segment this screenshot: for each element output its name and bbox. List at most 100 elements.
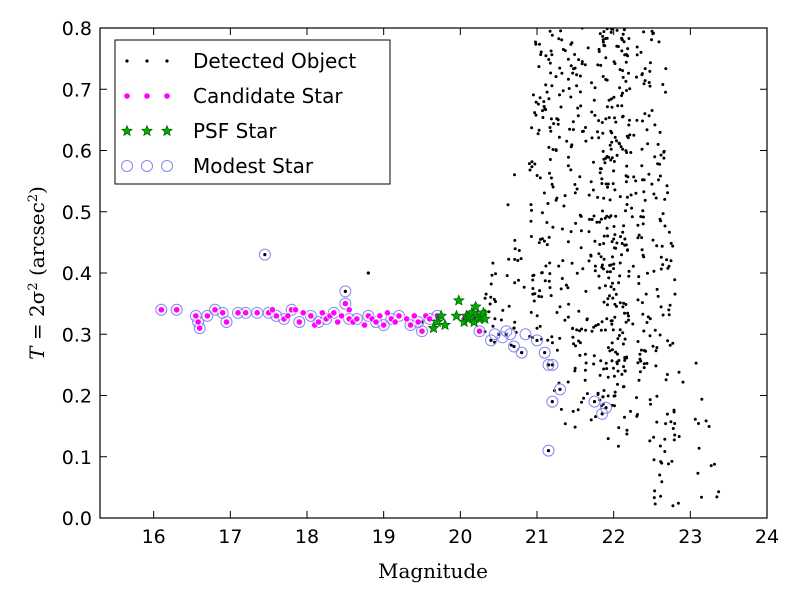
detected-point [545, 243, 549, 247]
detected-point [493, 317, 497, 321]
detected-point [648, 334, 652, 338]
modest-star-point [500, 325, 513, 338]
modest-star-point [339, 297, 352, 310]
detected-point [532, 273, 536, 277]
detected-point [610, 322, 614, 326]
detected-point [636, 361, 640, 365]
detected-point [622, 224, 626, 228]
detected-point [656, 294, 660, 298]
detected-point [609, 319, 613, 323]
detected-point [608, 294, 611, 298]
detected-point [589, 418, 593, 422]
detected-point [599, 217, 603, 221]
detected-point [548, 158, 552, 161]
y-axis-label: T = 2σ2 (arcsec2) [25, 186, 49, 360]
detected-point [535, 338, 539, 342]
detected-point [658, 130, 662, 134]
detected-point [648, 84, 652, 88]
detected-point [642, 190, 646, 194]
detected-point [610, 341, 614, 345]
detected-point [601, 131, 605, 135]
detected-point [661, 263, 665, 267]
detected-point [537, 65, 541, 69]
psf-star-point [427, 321, 440, 334]
detected-point [612, 246, 616, 250]
detected-point [606, 303, 609, 307]
detected-point [653, 123, 657, 127]
detected-point [619, 145, 623, 149]
detected-point [669, 420, 673, 424]
detected-point [607, 98, 611, 102]
detected-point [626, 54, 630, 58]
detected-point [647, 172, 651, 176]
modest-star-point [293, 316, 306, 328]
detected-point [589, 253, 593, 257]
detected-point [549, 49, 553, 53]
detected-point [563, 49, 567, 53]
detected-point [658, 473, 662, 477]
detected-point [662, 150, 666, 154]
detected-point [613, 116, 616, 120]
detected-point [550, 33, 554, 37]
detected-point [623, 311, 626, 315]
detected-point [512, 344, 516, 349]
detected-point [665, 184, 669, 188]
detected-point [531, 278, 535, 282]
detected-point [575, 73, 579, 77]
detected-point [612, 262, 616, 266]
detected-point [664, 422, 668, 426]
modest-star-point [546, 395, 559, 408]
detected-point [598, 167, 602, 171]
detected-point [575, 271, 579, 275]
psf-star-point [450, 309, 463, 321]
detected-point [610, 140, 614, 144]
candidate-star-point [219, 309, 227, 317]
detected-point [620, 242, 624, 245]
detected-point [612, 225, 616, 228]
detected-point [661, 313, 665, 317]
detected-point [598, 286, 601, 290]
detected-point [609, 285, 613, 289]
modest-star-point [519, 328, 532, 341]
detected-point [491, 261, 495, 265]
detected-point [366, 271, 370, 275]
detected-point [605, 155, 609, 158]
detected-point [659, 267, 663, 271]
detected-point [639, 359, 643, 363]
detected-point [608, 263, 612, 267]
detected-point [606, 375, 610, 379]
detected-point [531, 93, 535, 97]
detected-point [616, 369, 620, 373]
detected-point [610, 105, 614, 109]
detected-point [667, 308, 671, 312]
detected-point [613, 390, 617, 394]
legend-marker-psf [141, 124, 153, 137]
detected-point [628, 133, 632, 137]
detected-point [554, 149, 558, 152]
detected-point [671, 504, 675, 508]
detected-point [611, 296, 615, 300]
detected-point [638, 370, 642, 374]
detected-point [580, 400, 584, 404]
detected-point [519, 257, 523, 261]
detected-point [572, 342, 575, 346]
psf-star-point [478, 312, 491, 325]
modest-star-point [488, 328, 501, 341]
detected-point [608, 143, 612, 147]
detected-point [535, 326, 539, 330]
candidate-star-point [196, 324, 204, 332]
detected-point [517, 278, 520, 282]
detected-point [613, 233, 617, 237]
detected-point [697, 446, 701, 450]
detected-point [589, 180, 593, 184]
modest-star-point [404, 319, 417, 332]
y-axis-label-var: T [25, 345, 49, 360]
detected-point [626, 175, 630, 179]
detected-point [617, 141, 621, 145]
modest-star-point [339, 285, 352, 298]
detected-point [499, 318, 503, 322]
detected-point [580, 60, 584, 64]
detected-point [593, 239, 597, 243]
detected-point [651, 32, 655, 36]
detected-point [613, 135, 617, 139]
